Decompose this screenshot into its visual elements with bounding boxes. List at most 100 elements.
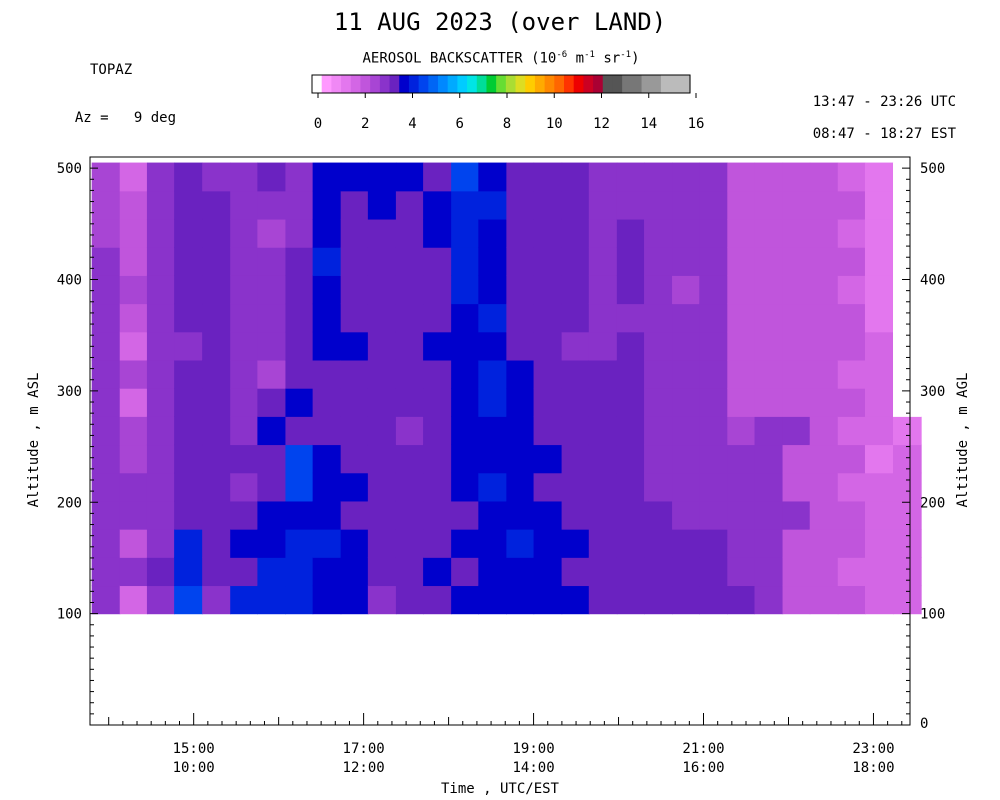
heatmap-cell [893, 303, 922, 333]
instrument-label: TOPAZ [90, 62, 133, 78]
heatmap-cell [119, 190, 148, 220]
heatmap-cell [478, 162, 507, 192]
heatmap-cell [312, 388, 342, 417]
heatmap-cell [230, 218, 258, 248]
heatmap-cell [699, 303, 728, 333]
colorbar-title: AEROSOL BACKSCATTER (10-6 m-1 sr-1) [362, 50, 640, 67]
heatmap-cell [699, 529, 728, 558]
heatmap-cell [672, 275, 700, 305]
heatmap-cell [257, 275, 287, 305]
heatmap-cell [809, 247, 839, 276]
heatmap-cell [451, 359, 479, 389]
heatmap-cell [837, 500, 866, 530]
heatmap-cell [588, 359, 618, 389]
x-tick-label-est: 16:00 [682, 760, 724, 776]
heatmap-cell [864, 303, 894, 333]
heatmap-cell [478, 444, 507, 474]
heatmap-cell [754, 585, 784, 615]
heatmap-cell [588, 275, 618, 305]
heatmap-cell [340, 444, 369, 474]
heatmap-cell [506, 359, 535, 389]
heatmap-cell [727, 472, 756, 502]
heatmap-cell [119, 500, 148, 530]
heatmap-cell [616, 472, 645, 502]
heatmap-cell [340, 529, 369, 558]
heatmap-cell [672, 500, 700, 530]
colorbar-swatch [515, 75, 526, 93]
y-left-tick-label: 200 [57, 495, 82, 511]
heatmap-cell [616, 500, 645, 530]
heatmap-cell [285, 247, 314, 276]
heatmap-cell [312, 416, 342, 446]
heatmap-cell [864, 529, 894, 558]
colorbar-swatch [602, 75, 614, 93]
heatmap-cell [616, 331, 645, 361]
heatmap-cell [340, 247, 369, 276]
heatmap-cell [257, 416, 287, 446]
heatmap-cell [230, 500, 258, 530]
y-axis-left-label: Altitude , m ASL [26, 373, 42, 508]
heatmap-cell [864, 500, 894, 530]
heatmap-cell [146, 444, 175, 474]
heatmap-cell [754, 444, 784, 474]
heatmap-cell [837, 303, 866, 333]
colorbar-swatch [496, 75, 507, 93]
heatmap-cell [809, 331, 839, 361]
heatmap-cell [423, 359, 452, 389]
heatmap-cell [423, 247, 452, 276]
heatmap-cell [506, 218, 535, 248]
heatmap-cell [285, 388, 314, 417]
y-right-tick-label: 300 [920, 384, 945, 400]
heatmap-cell [395, 275, 424, 305]
heatmap-cell [340, 557, 369, 587]
heatmap-cell [230, 190, 258, 220]
colorbar-swatch [564, 75, 575, 93]
heatmap-cell [533, 275, 563, 305]
colorbar-swatch [447, 75, 458, 93]
heatmap-cell [91, 275, 121, 305]
colorbar-swatch [660, 75, 672, 93]
heatmap-cell [119, 359, 148, 389]
colorbar-tick-label: 16 [688, 116, 705, 132]
heatmap-cell [699, 247, 728, 276]
heatmap-cell [588, 500, 618, 530]
heatmap-cell [644, 162, 673, 192]
heatmap-cell [230, 557, 258, 587]
heatmap-cell [893, 275, 922, 305]
heatmap-cell [616, 303, 645, 333]
heatmap-cell [312, 529, 342, 558]
heatmap-cell [506, 388, 535, 417]
colorbar-swatch [399, 75, 410, 93]
heatmap-cell [202, 303, 231, 333]
colorbar-swatch [408, 75, 420, 93]
heatmap-cell [174, 190, 203, 220]
x-tick-label-utc: 23:00 [852, 741, 894, 757]
heatmap-cell [782, 529, 811, 558]
heatmap-cell [699, 444, 728, 474]
colorbar-tick-label: 6 [456, 116, 464, 132]
heatmap-cell [782, 162, 811, 192]
heatmap-cell [174, 416, 203, 446]
heatmap-cell [809, 275, 839, 305]
heatmap-cell [561, 585, 590, 615]
colorbar-swatch [341, 75, 352, 93]
colorbar-tick-label: 10 [546, 116, 563, 132]
heatmap-cell [257, 529, 287, 558]
heatmap-cell [367, 557, 397, 587]
heatmap-cell [202, 529, 231, 558]
colorbar-swatch [534, 75, 546, 93]
colorbar-swatch [622, 75, 633, 93]
heatmap-cell [644, 444, 673, 474]
heatmap-cell [809, 472, 839, 502]
x-tick-label-utc: 15:00 [173, 741, 215, 757]
heatmap-cell [146, 162, 175, 192]
heatmap-cell [395, 416, 424, 446]
heatmap-cell [340, 585, 369, 615]
colorbar-tick-label: 4 [408, 116, 416, 132]
heatmap-cell [809, 557, 839, 587]
heatmap-cell [672, 247, 700, 276]
heatmap-cell [395, 444, 424, 474]
heatmap-cell [257, 557, 287, 587]
heatmap-cell [699, 275, 728, 305]
heatmap-cell [312, 472, 342, 502]
